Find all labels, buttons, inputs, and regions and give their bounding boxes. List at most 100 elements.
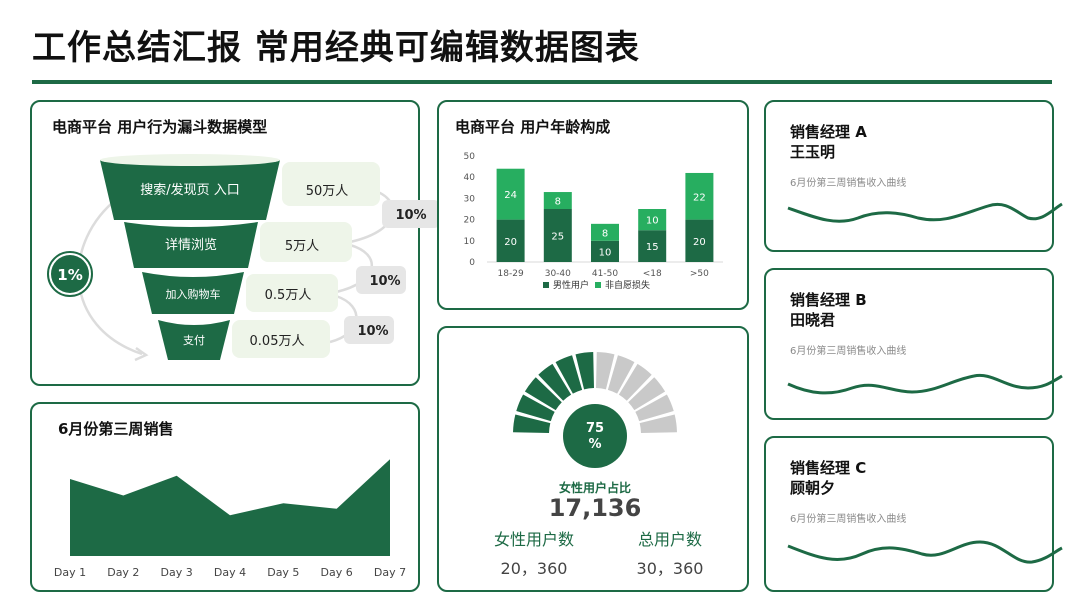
manager-b-role: 销售经理 B: [790, 291, 867, 309]
bar-data-label: 20: [693, 237, 706, 248]
gauge-segment: [618, 363, 652, 401]
gauge-segment: [516, 394, 555, 422]
bar-lost-1: [543, 192, 572, 209]
weekly-sales-title: 6月份第三周销售: [58, 420, 174, 438]
title-divider: [32, 80, 1052, 84]
y-tick-label: 50: [464, 152, 476, 162]
manager-c-role: 销售经理 C: [790, 459, 867, 477]
bar-data-label: 10: [646, 216, 659, 227]
legend-swatch: [543, 282, 549, 288]
y-tick-label: 30: [464, 194, 476, 204]
bar-lost-3: [638, 209, 667, 231]
manager-c-name: 顾朝夕: [790, 479, 836, 497]
x-tick-label: 18-29: [498, 269, 524, 279]
manager-b-revenue-curve: [787, 373, 1063, 395]
funnel-stage-label: 搜索/发现页 入口: [140, 182, 240, 198]
manager-b-name: 田晓君: [790, 311, 836, 329]
bar-data-label: 8: [602, 228, 608, 239]
funnel-stage-value: 5万人: [285, 239, 319, 254]
funnel-stage-2: [124, 222, 258, 268]
x-tick-label: 41-50: [592, 269, 618, 279]
gauge-percent: 75: [586, 421, 604, 436]
y-tick-label: 0: [469, 258, 475, 268]
y-tick-label: 40: [464, 173, 476, 183]
bar-lost-2: [591, 223, 619, 241]
gauge-segment: [575, 352, 594, 390]
bar-male-3: [638, 230, 667, 262]
funnel-value-box: [246, 274, 338, 312]
funnel-stage-label: 详情浏览: [165, 237, 217, 253]
bar-male-4: [685, 219, 714, 262]
sales-area: [70, 459, 390, 556]
manager-a-role: 销售经理 A: [790, 123, 867, 141]
x-tick-label: Day 4: [214, 566, 246, 579]
legend-swatch: [595, 282, 601, 288]
x-tick-label: Day 1: [54, 566, 86, 579]
bar-lost-4: [685, 172, 714, 220]
funnel-stage-1: [100, 160, 280, 220]
funnel-stage-label: 支付: [183, 334, 205, 347]
x-tick-label: Day 3: [161, 566, 193, 579]
bar-data-label: 8: [555, 197, 561, 208]
gauge-segment: [635, 394, 674, 422]
legend-label: 非自愿损失: [605, 279, 650, 291]
gauge-segment: [596, 352, 615, 390]
manager-b-title: 销售经理 B 田晓君: [790, 290, 867, 330]
bar-data-label: 25: [551, 232, 564, 243]
funnel-title: 电商平台 用户行为漏斗数据模型: [52, 118, 268, 136]
step-rate-pill: [356, 266, 406, 294]
funnel-stage-3: [142, 272, 244, 314]
x-tick-label: 30-40: [545, 269, 571, 279]
step-rate-label: 10%: [395, 208, 426, 223]
manager-c-subtitle: 6月份第三周销售收入曲线: [790, 514, 907, 525]
age-bar-card: 电商平台 用户年龄构成 0 10 20 30 40 50 20 24 18-29 25 8 30-40…: [437, 100, 749, 310]
funnel-stage-value: 0.5万人: [265, 288, 312, 303]
funnel-stage-value: 0.05万人: [250, 334, 305, 349]
age-chart-title: 电商平台 用户年龄构成: [455, 118, 611, 136]
step-rate-pill: [344, 316, 394, 344]
gauge-percent-sign: %: [588, 437, 601, 452]
y-tick-label: 10: [464, 237, 476, 247]
bar-data-label: 22: [693, 192, 706, 203]
manager-a-revenue-curve: [787, 202, 1063, 223]
step-rate-label: 10%: [369, 274, 400, 289]
funnel-stage-value: 50万人: [306, 184, 349, 199]
x-tick-label: >50: [690, 269, 709, 279]
page-title: 工作总结汇报 常用经典可编辑数据图表: [32, 28, 640, 68]
legend-label: 男性用户: [553, 279, 589, 291]
gender-card: 75% 女性用户占比 17,136 女性用户数 20，360 总用户数 30，3…: [437, 326, 749, 592]
total-users-label: 总用户数: [637, 530, 702, 549]
manager-a-subtitle: 6月份第三周销售收入曲线: [790, 178, 907, 189]
x-tick-label: Day 7: [374, 566, 406, 579]
gauge-center: [563, 404, 627, 468]
gauge-segment: [639, 414, 677, 433]
bar-male-2: [591, 240, 619, 262]
bar-lost-0: [496, 168, 525, 220]
gauge-segment: [513, 414, 551, 433]
female-ratio-caption: 女性用户占比: [558, 481, 631, 495]
bar-data-label: 10: [599, 247, 612, 258]
bar-male-1: [543, 209, 572, 262]
funnel-value-box: [260, 222, 352, 262]
funnel-stage-label: 加入购物车: [166, 287, 221, 301]
funnel-rim: [100, 154, 280, 166]
manager-card-c: 销售经理 C 顾朝夕 6月份第三周销售收入曲线: [764, 436, 1063, 592]
bar-data-label: 15: [646, 242, 659, 253]
total-users-value: 30，360: [636, 559, 704, 578]
funnel-value-box: [232, 320, 330, 358]
funnel-card: 电商平台 用户行为漏斗数据模型 搜索/发现页 入口 50万人详情浏览 5万人加入购物…: [30, 100, 440, 386]
female-ratio-gauge: 75%: [513, 352, 677, 468]
weekly-sales-area-chart: Day 1 Day 2 Day 3 Day 4 Day 5 Day 6 Day 7: [54, 459, 406, 579]
manager-c-title: 销售经理 C 顾朝夕: [790, 458, 866, 498]
funnel-stage-4: [158, 320, 230, 360]
x-tick-label: Day 6: [321, 566, 353, 579]
step-rate-label: 10%: [357, 324, 388, 339]
manager-card-a: 销售经理 A 王玉明 6月份第三周销售收入曲线: [764, 100, 1063, 252]
female-users-value: 20，360: [500, 559, 568, 578]
gauge-segment: [607, 355, 635, 394]
gauge-segment: [555, 355, 583, 394]
manager-b-subtitle: 6月份第三周销售收入曲线: [790, 346, 907, 357]
funnel-value-box: [282, 162, 380, 206]
